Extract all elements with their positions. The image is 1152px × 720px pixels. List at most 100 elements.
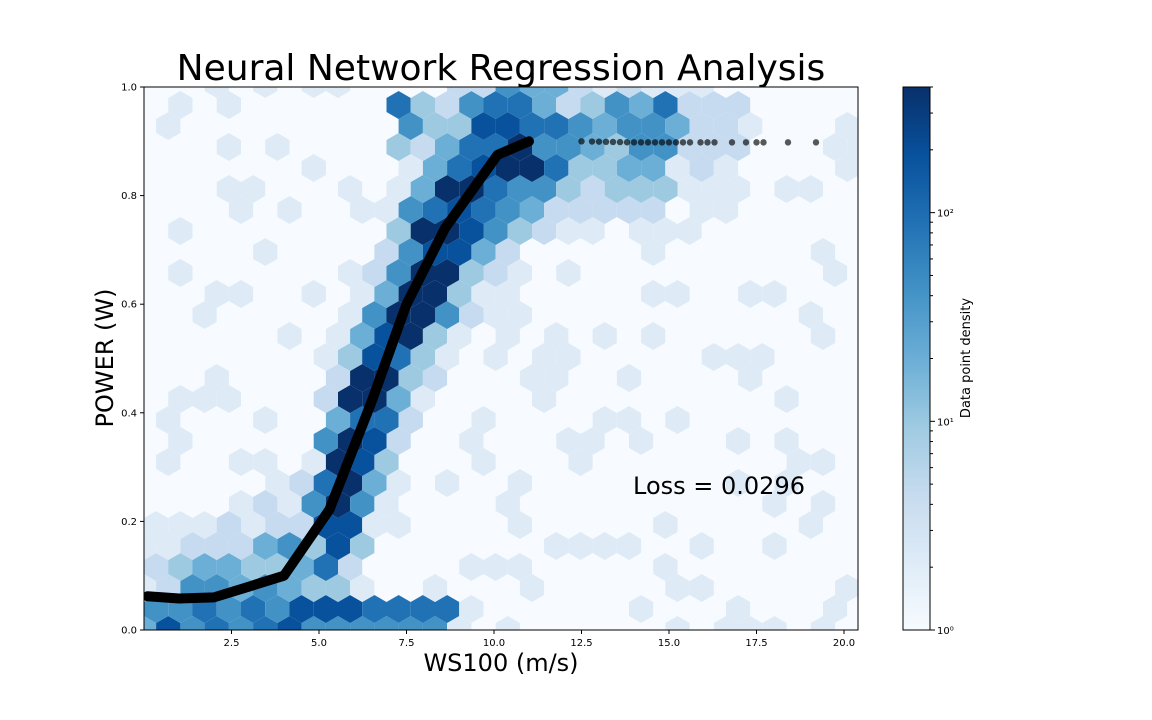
hex-cell [689,574,714,602]
hex-cell [168,217,193,245]
hex-cell [507,259,532,287]
hex-cell [810,448,836,476]
hex-cell [410,343,435,371]
hex-cell [556,259,581,287]
prediction-point [609,138,617,146]
hex-cell [447,322,472,350]
prediction-point [651,139,659,146]
hex-cell [592,154,617,182]
hex-cell [228,196,254,224]
hex-cell [216,385,241,413]
hex-cell [471,448,496,476]
hex-cell [253,532,278,560]
hex-cell [641,238,666,266]
hex-cell [338,301,363,329]
hex-cell [156,616,181,630]
hex-cell [495,196,520,224]
prediction-point [616,138,624,146]
hex-cell [459,91,484,119]
y-axis-label: POWER (W) [91,288,119,427]
hex-cell [859,280,883,308]
hex-cell [313,427,338,455]
hex-cell [835,112,858,140]
prediction-point [165,594,172,602]
prediction-curve [144,136,820,604]
hex-cell [204,532,229,560]
hex-cell [168,91,193,119]
hex-cell [568,87,593,98]
hex-cell [386,133,411,161]
hex-cell [847,133,858,161]
hex-cell [265,595,290,623]
prediction-point [704,139,711,146]
hex-cell [108,532,132,560]
hex-cell [216,175,241,203]
hex-cell [301,574,326,602]
hex-cell [144,616,157,630]
hex-cell [519,196,545,224]
hex-cell [592,87,617,98]
hex-cell [532,133,557,161]
hex-cell [665,406,690,434]
hex-cell [313,385,338,413]
hex-cell [435,469,460,497]
hex-cell [410,301,435,329]
hex-cell [726,343,751,371]
hex-cell [823,259,848,287]
hex-cell [289,469,314,497]
hex-cell [653,91,678,119]
hex-cell [665,154,690,182]
chart-title: Neural Network Regression Analysis [177,48,826,89]
hex-cell [435,595,460,623]
prediction-point [144,592,151,600]
colorbar-gradient [902,86,931,631]
hex-cell [253,616,278,630]
hex-cell [241,595,266,623]
hex-cell [604,91,629,119]
colorbar: 10⁰ 10¹ 10² Data point density [902,86,974,637]
hex-cell [459,217,484,245]
hex-cell [495,238,520,266]
hex-cell [592,322,617,350]
hex-cell [338,343,363,371]
hex-cell [689,112,714,140]
hex-cell [435,175,460,203]
hex-cell [810,238,836,266]
hex-cell [362,469,387,497]
prediction-point [753,139,760,146]
hex-cell [350,532,375,560]
hex-cell [325,322,351,350]
prediction-point [812,139,820,146]
hex-cell [629,427,654,455]
y-tick-label: 1.0 [121,83,137,94]
hex-cell [872,553,896,581]
hex-cell [507,175,532,203]
hex-cell [386,511,411,539]
y-tick-label: 0.2 [121,517,137,528]
hex-cell [519,364,545,392]
hex-cell [204,616,229,630]
prediction-point [595,138,603,145]
hex-cell [556,133,581,161]
hex-cell [422,574,448,602]
hex-cell [398,364,423,392]
hex-cell [398,238,423,266]
hex-cell [762,616,787,630]
hex-cell [386,469,411,497]
hex-cell [689,87,714,98]
hex-cell [823,133,848,161]
hex-cell [665,87,690,98]
hex-cell [641,280,666,308]
hex-cell [253,490,278,518]
hex-cell [872,343,896,371]
y-tick-label: 0.4 [121,408,137,419]
hex-cell [835,154,858,182]
hex-cell [386,595,411,623]
hex-cell [495,322,520,350]
hex-cell [616,364,642,392]
hex-cell [701,91,726,119]
hex-cell [519,574,545,602]
prediction-point [158,593,165,601]
hex-cell [677,175,702,203]
hex-cell [677,217,702,245]
